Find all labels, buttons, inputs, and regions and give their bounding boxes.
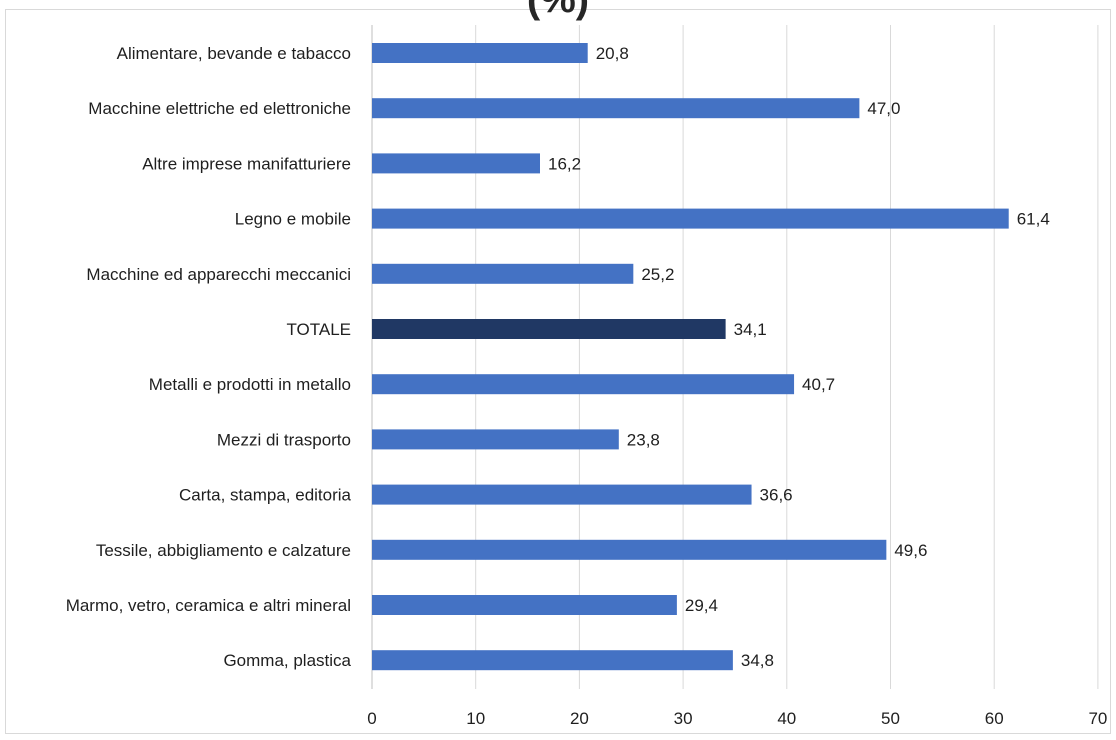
bar bbox=[372, 263, 634, 284]
bar bbox=[372, 43, 588, 63]
x-tick-label: 30 bbox=[674, 709, 693, 728]
data-label: 34,8 bbox=[741, 651, 774, 670]
category-label: Legno e mobile bbox=[235, 210, 351, 229]
x-tick-label: 0 bbox=[367, 709, 376, 728]
data-label: 25,2 bbox=[641, 265, 674, 284]
category-label: TOTALE bbox=[286, 320, 351, 339]
category-label: Alimentare, bevande e tabacco bbox=[117, 44, 351, 63]
data-label: 40,7 bbox=[802, 375, 835, 394]
category-label: Carta, stampa, editoria bbox=[179, 486, 352, 505]
bar bbox=[372, 484, 752, 505]
bar bbox=[372, 153, 540, 174]
category-label: Macchine ed apparecchi meccanici bbox=[86, 265, 351, 284]
chart-title: (%) bbox=[0, 0, 1116, 22]
data-label: 34,1 bbox=[734, 320, 767, 339]
data-label: 61,4 bbox=[1017, 210, 1050, 229]
bar bbox=[372, 98, 860, 119]
category-label: Altre imprese manifatturiere bbox=[142, 154, 351, 173]
data-label: 23,8 bbox=[627, 430, 660, 449]
x-tick-label: 20 bbox=[570, 709, 589, 728]
x-tick-label: 70 bbox=[1088, 709, 1107, 728]
data-label: 20,8 bbox=[596, 44, 629, 63]
data-label: 36,6 bbox=[760, 486, 793, 505]
bar bbox=[372, 595, 677, 615]
category-label: Marmo, vetro, ceramica e altri mineral bbox=[66, 596, 351, 615]
x-tick-label: 40 bbox=[777, 709, 796, 728]
bar bbox=[372, 539, 887, 560]
bar bbox=[372, 429, 619, 450]
data-label: 16,2 bbox=[548, 154, 581, 173]
bar bbox=[372, 650, 733, 671]
chart-border bbox=[5, 9, 1111, 734]
x-tick-label: 50 bbox=[881, 709, 900, 728]
bar bbox=[372, 208, 1009, 229]
x-tick-label: 60 bbox=[985, 709, 1004, 728]
category-label: Gomma, plastica bbox=[223, 651, 351, 670]
bar-total bbox=[372, 319, 726, 339]
category-label: Metalli e prodotti in metallo bbox=[149, 375, 351, 394]
x-tick-label: 10 bbox=[466, 709, 485, 728]
data-label: 47,0 bbox=[867, 99, 900, 118]
bar bbox=[372, 374, 795, 395]
category-label: Tessile, abbigliamento e calzature bbox=[96, 541, 351, 560]
category-label: Macchine elettriche ed elettroniche bbox=[88, 99, 351, 118]
data-label: 29,4 bbox=[685, 596, 718, 615]
category-label: Mezzi di trasporto bbox=[217, 430, 351, 449]
data-label: 49,6 bbox=[894, 541, 927, 560]
